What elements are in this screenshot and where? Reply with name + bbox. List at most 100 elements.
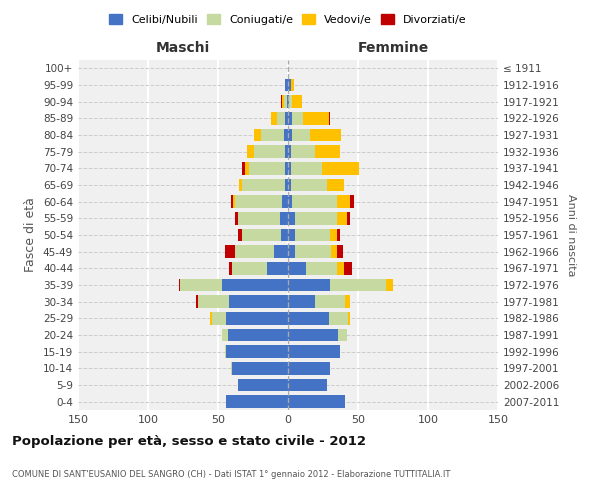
Bar xyxy=(179,279,180,291)
Bar xyxy=(288,162,291,174)
Bar xyxy=(304,112,329,124)
Bar xyxy=(226,346,288,358)
Bar xyxy=(288,312,329,324)
Bar xyxy=(226,312,288,324)
Bar xyxy=(295,246,331,258)
Bar xyxy=(285,112,288,124)
Legend: Celibi/Nubili, Coniugati/e, Vedovi/e, Divorziati/e: Celibi/Nubili, Coniugati/e, Vedovi/e, Di… xyxy=(105,10,471,29)
Bar xyxy=(277,112,285,124)
Bar xyxy=(291,79,293,92)
Bar xyxy=(288,362,330,374)
Bar xyxy=(292,196,337,208)
Bar xyxy=(238,379,288,391)
Bar xyxy=(284,96,287,108)
Bar xyxy=(288,229,295,241)
Bar xyxy=(288,96,289,108)
Bar xyxy=(180,279,222,291)
Bar xyxy=(199,296,229,308)
Bar xyxy=(337,262,344,274)
Bar xyxy=(344,262,352,274)
Bar xyxy=(337,196,350,208)
Bar xyxy=(306,262,337,274)
Bar xyxy=(330,279,386,291)
Bar xyxy=(310,129,341,141)
Bar xyxy=(283,196,288,208)
Bar xyxy=(291,162,322,174)
Bar xyxy=(288,379,327,391)
Bar xyxy=(232,362,288,374)
Bar xyxy=(291,146,314,158)
Bar xyxy=(222,329,228,341)
Bar xyxy=(225,246,235,258)
Bar xyxy=(235,196,283,208)
Bar xyxy=(295,212,337,224)
Bar xyxy=(242,229,281,241)
Bar xyxy=(249,162,285,174)
Bar xyxy=(288,279,330,291)
Bar xyxy=(288,329,338,341)
Bar xyxy=(292,96,302,108)
Bar xyxy=(254,146,285,158)
Bar xyxy=(314,296,346,308)
Bar xyxy=(288,196,292,208)
Bar xyxy=(233,196,235,208)
Bar xyxy=(196,296,199,308)
Bar xyxy=(274,246,288,258)
Y-axis label: Anni di nascita: Anni di nascita xyxy=(566,194,576,276)
Bar xyxy=(291,179,327,192)
Bar xyxy=(285,79,288,92)
Bar xyxy=(235,246,274,258)
Bar xyxy=(228,329,288,341)
Bar xyxy=(288,396,346,408)
Text: COMUNE DI SANT'EUSANIO DEL SANGRO (CH) - Dati ISTAT 1° gennaio 2012 - Elaborazio: COMUNE DI SANT'EUSANIO DEL SANGRO (CH) -… xyxy=(12,470,451,479)
Text: Maschi: Maschi xyxy=(156,41,210,55)
Bar xyxy=(347,212,350,224)
Bar xyxy=(331,246,337,258)
Bar xyxy=(242,179,285,192)
Bar xyxy=(337,229,340,241)
Bar xyxy=(238,212,280,224)
Bar xyxy=(281,96,283,108)
Bar xyxy=(330,229,337,241)
Bar xyxy=(386,279,393,291)
Bar xyxy=(288,262,306,274)
Bar xyxy=(284,129,288,141)
Bar xyxy=(288,146,291,158)
Bar xyxy=(288,346,340,358)
Text: Popolazione per età, sesso e stato civile - 2012: Popolazione per età, sesso e stato civil… xyxy=(12,435,366,448)
Bar xyxy=(242,162,245,174)
Bar xyxy=(235,212,238,224)
Bar xyxy=(287,96,288,108)
Bar xyxy=(285,162,288,174)
Bar xyxy=(239,179,242,192)
Bar xyxy=(288,112,292,124)
Bar xyxy=(329,312,348,324)
Bar xyxy=(292,129,310,141)
Bar xyxy=(288,246,295,258)
Bar xyxy=(338,329,347,341)
Bar xyxy=(232,262,267,274)
Bar xyxy=(254,129,262,141)
Bar xyxy=(288,296,314,308)
Bar xyxy=(348,312,350,324)
Bar xyxy=(229,262,232,274)
Bar xyxy=(225,346,226,358)
Bar xyxy=(281,229,288,241)
Bar xyxy=(283,96,284,108)
Bar xyxy=(230,196,233,208)
Bar xyxy=(337,246,343,258)
Bar xyxy=(285,146,288,158)
Bar xyxy=(289,96,292,108)
Bar xyxy=(229,296,288,308)
Bar xyxy=(262,129,284,141)
Bar xyxy=(295,229,330,241)
Bar xyxy=(245,162,249,174)
Text: Femmine: Femmine xyxy=(358,41,428,55)
Bar xyxy=(230,362,232,374)
Y-axis label: Fasce di età: Fasce di età xyxy=(25,198,37,272)
Bar xyxy=(247,146,254,158)
Bar xyxy=(238,229,242,241)
Bar xyxy=(288,179,291,192)
Bar xyxy=(271,112,277,124)
Bar xyxy=(267,262,288,274)
